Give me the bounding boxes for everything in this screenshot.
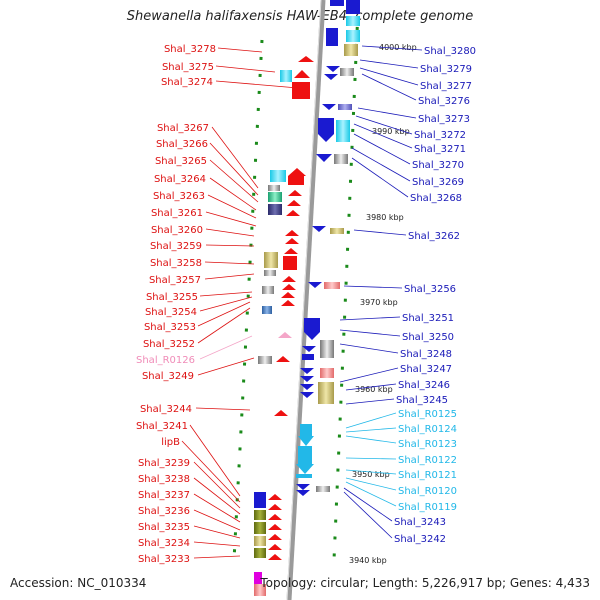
gene-label: Shal_3243: [394, 517, 446, 528]
gene-label: Shal_3244: [140, 404, 192, 415]
accession-text: Accession: NC_010334: [10, 576, 147, 590]
gene-label: Shal_3268: [410, 193, 462, 204]
right-leader-lines: [339, 45, 423, 539]
gene-label: Shal_3275: [162, 62, 214, 73]
trna-r0126: [278, 332, 292, 338]
gene-label: Shal_3248: [400, 349, 452, 360]
gene-label: Shal_3234: [138, 538, 190, 549]
gene-label: Shal_3251: [402, 313, 454, 324]
genome-backbone: [286, 0, 326, 600]
gene-label: Shal_3250: [402, 332, 454, 343]
left-gene-labels: Shal_3278 Shal_3275 Shal_3274 Shal_3267 …: [136, 44, 216, 565]
gene-label: Shal_3276: [418, 96, 470, 107]
gene-label: Shal_R0126: [136, 355, 195, 366]
left-leader-lines: [181, 47, 299, 559]
rna-genes: [296, 424, 314, 478]
kbp-label-3990: 3990 kbp: [372, 127, 410, 136]
kbp-label-3960: 3960 kbp: [355, 385, 393, 394]
right-gene-labels: Shal_3280 Shal_3279 Shal_3277 Shal_3276 …: [394, 46, 476, 545]
gene-label: Shal_3264: [154, 174, 206, 185]
gene-label: Shal_R0119: [398, 502, 457, 513]
forward-genes: [268, 56, 314, 560]
kbp-label-3970: 3970 kbp: [360, 298, 398, 307]
gene-label: Shal_3277: [420, 81, 472, 92]
gene-label: Shal_3280: [424, 46, 476, 57]
gene-label: Shal_3261: [151, 208, 203, 219]
gene-label: Shal_3255: [146, 292, 198, 303]
gene-label: Shal_R0121: [398, 470, 457, 481]
tick-marks: [232, 9, 360, 561]
gene-label: Shal_R0124: [398, 424, 457, 435]
gene-label: Shal_3258: [150, 258, 202, 269]
gene-label: Shal_3245: [396, 395, 448, 406]
gene-label: Shal_3257: [149, 275, 201, 286]
kbp-labels: 4000 kbp 3990 kbp 3980 kbp 3970 kbp 3960…: [349, 43, 417, 565]
gene-label: Shal_R0123: [398, 439, 457, 450]
reverse-genes: [296, 0, 344, 496]
gene-label: Shal_3265: [155, 156, 207, 167]
gene-label: Shal_R0122: [398, 455, 457, 466]
gene-label: Shal_3237: [138, 490, 190, 501]
gene-label: lipB: [161, 437, 180, 448]
gene-label: Shal_3254: [145, 307, 197, 318]
gene-label: Shal_3262: [408, 231, 460, 242]
gene-label: Shal_R0120: [398, 486, 457, 497]
gene-label: Shal_3253: [144, 322, 196, 333]
gene-label: Shal_3270: [412, 160, 464, 171]
tick-column-left: [232, 39, 264, 561]
kbp-label-3950: 3950 kbp: [352, 470, 390, 479]
gene-label: Shal_3239: [138, 458, 190, 469]
gene-label: Shal_3271: [414, 144, 466, 155]
gene-label: Shal_3246: [398, 380, 450, 391]
gene-label: Shal_3279: [420, 64, 472, 75]
gene-label: Shal_3273: [418, 114, 470, 125]
kbp-label-3940: 3940 kbp: [349, 556, 387, 565]
gene-label: Shal_3238: [138, 474, 190, 485]
gene-label: Shal_3236: [138, 506, 190, 517]
gene-label: Shal_3247: [400, 364, 452, 375]
kbp-label-3980: 3980 kbp: [366, 213, 404, 222]
reverse-feature-boxes: [316, 0, 360, 492]
gene-label: Shal_3235: [138, 522, 190, 533]
gene-label: Shal_3241: [136, 421, 188, 432]
gene-label: Shal_3274: [161, 77, 213, 88]
gene-label: Shal_3256: [404, 284, 456, 295]
gene-label: Shal_3259: [150, 241, 202, 252]
gene-label: Shal_3242: [394, 534, 446, 545]
gene-label: Shal_3263: [153, 191, 205, 202]
gene-label: Shal_3266: [156, 139, 208, 150]
map-title: Shewanella halifaxensis HAW-EB4, complet…: [126, 9, 474, 24]
genome-backbone-highlight: [286, 0, 322, 600]
gene-label: Shal_3278: [164, 44, 216, 55]
gene-label: Shal_3267: [157, 123, 209, 134]
genome-stats-text: Topology: circular; Length: 5,226,917 bp…: [260, 576, 590, 590]
gene-label: Shal_3272: [414, 130, 466, 141]
gene-label: Shal_R0125: [398, 409, 457, 420]
gene-label: Shal_3249: [142, 371, 194, 382]
kbp-label-4000: 4000 kbp: [379, 43, 417, 52]
leader-line-r0126: [199, 335, 253, 360]
gene-label: Shal_3233: [138, 554, 190, 565]
gene-label: Shal_3252: [143, 339, 195, 350]
rna-leader-lines: [345, 412, 397, 507]
forward-feature-boxes: [254, 70, 292, 596]
gene-label: Shal_3260: [151, 225, 203, 236]
gene-label: Shal_3269: [412, 177, 464, 188]
